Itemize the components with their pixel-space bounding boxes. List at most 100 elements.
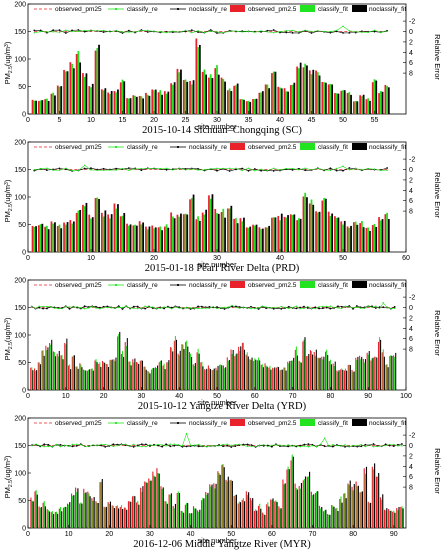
- re-noclassify-point: [228, 170, 231, 172]
- y-tick-label: 0: [22, 112, 26, 119]
- re-classify-point: [260, 30, 262, 32]
- re-classify-point: [288, 307, 290, 310]
- re-noclassify-point: [165, 443, 168, 446]
- re-classify-point: [100, 443, 102, 446]
- legend-swatch-observed-fit: [230, 5, 245, 12]
- legend-observed-fit: observed_pm2.5: [248, 282, 297, 289]
- re-classify-point: [173, 443, 176, 445]
- bar-noclassify: [280, 213, 283, 252]
- bar-observed: [170, 83, 173, 114]
- bar-classify: [83, 76, 86, 114]
- re-classify-point: [275, 444, 277, 446]
- bar-classify: [352, 490, 354, 528]
- bar-observed: [209, 484, 211, 528]
- re-noclassify-point: [165, 168, 168, 171]
- bar-classify: [165, 224, 168, 252]
- bar-classify: [246, 352, 248, 390]
- bar-observed: [68, 365, 70, 390]
- bar-noclassify: [85, 202, 88, 252]
- bar-classify: [203, 69, 206, 114]
- legend-observed-re: observed_pm25: [55, 282, 102, 289]
- bar-noclassify: [264, 514, 266, 528]
- x-tick-label: 60: [402, 255, 410, 262]
- re-classify-point: [373, 168, 376, 170]
- bar-classify: [137, 362, 139, 390]
- bar-noclassify: [134, 358, 136, 390]
- bar-observed: [164, 501, 166, 528]
- re-classify-point: [352, 307, 354, 309]
- bar-noclassify: [306, 65, 308, 114]
- re-classify-point: [287, 444, 289, 446]
- re-classify-point: [186, 307, 188, 309]
- re-noclassify-point: [144, 443, 147, 446]
- bar-observed: [270, 499, 272, 528]
- bar-classify: [259, 503, 261, 528]
- re-tick-label: 8: [409, 347, 413, 354]
- bar-noclassify: [153, 367, 155, 390]
- re-tick-label: 2: [409, 39, 413, 46]
- bar-noclassify: [198, 353, 200, 390]
- bar-noclassify: [96, 362, 98, 390]
- x-tick-label: 50: [213, 393, 221, 400]
- bar-noclassify: [243, 217, 245, 252]
- bar-observed: [384, 214, 387, 252]
- re-classify-point: [102, 29, 105, 32]
- bar-classify: [52, 92, 55, 114]
- bar-classify: [124, 507, 127, 528]
- bar-classify: [354, 221, 357, 252]
- re-classify-point: [363, 307, 366, 309]
- bar-noclassify: [142, 486, 144, 528]
- bar-noclassify: [386, 508, 388, 528]
- bar-observed: [245, 227, 248, 252]
- bar-observed: [277, 215, 280, 252]
- re-classify-point: [203, 169, 206, 171]
- re-classify-point: [110, 306, 112, 309]
- bar-classify: [64, 507, 66, 528]
- re-classify-point: [201, 307, 203, 310]
- re-classify-point: [242, 306, 245, 308]
- bar-noclassify: [180, 69, 182, 114]
- re-classify-point: [337, 307, 339, 309]
- re-classify-point: [361, 31, 363, 33]
- re-noclassify-point: [348, 167, 351, 169]
- bar-observed: [289, 85, 292, 114]
- bar-noclassify: [51, 339, 53, 390]
- re-classify-point: [382, 302, 385, 304]
- re-classify-point: [361, 169, 363, 171]
- y-tick-label: 0: [22, 250, 26, 257]
- re-classify-point: [43, 445, 45, 448]
- re-noclassify-point: [335, 169, 338, 172]
- re-classify-point: [118, 306, 120, 308]
- re-classify-point: [153, 167, 155, 170]
- bar-observed: [258, 92, 261, 114]
- bar-observed: [351, 369, 353, 390]
- re-classify-point: [46, 31, 48, 33]
- bar-classify: [375, 356, 377, 390]
- bar-noclassify: [331, 213, 334, 252]
- bar-classify: [114, 361, 116, 390]
- x-tick-label: 40: [187, 531, 195, 538]
- re-classify-point: [184, 29, 187, 32]
- re-noclassify-point: [291, 32, 294, 34]
- bar-observed: [138, 221, 141, 252]
- re-classify-point: [352, 444, 354, 447]
- bar-observed: [83, 369, 85, 390]
- bar-classify: [165, 93, 168, 114]
- bar-noclassify: [60, 228, 63, 252]
- re-classify-point: [102, 307, 105, 309]
- bar-noclassify: [382, 494, 384, 528]
- re-noclassify-point: [90, 167, 92, 170]
- re-classify-point: [390, 307, 392, 310]
- re-noclassify-point: [257, 308, 260, 310]
- y-tick-label: 200: [14, 140, 26, 147]
- re-classify-point: [279, 444, 281, 446]
- bar-observed: [163, 226, 166, 252]
- bar-observed: [331, 505, 333, 528]
- bar-observed: [226, 90, 229, 114]
- bar-classify: [224, 368, 226, 390]
- re-classify-point: [304, 167, 306, 169]
- re-noclassify-point: [299, 444, 302, 447]
- bar-noclassify: [312, 69, 315, 114]
- bar-observed: [340, 90, 343, 114]
- bar-noclassify: [276, 502, 278, 528]
